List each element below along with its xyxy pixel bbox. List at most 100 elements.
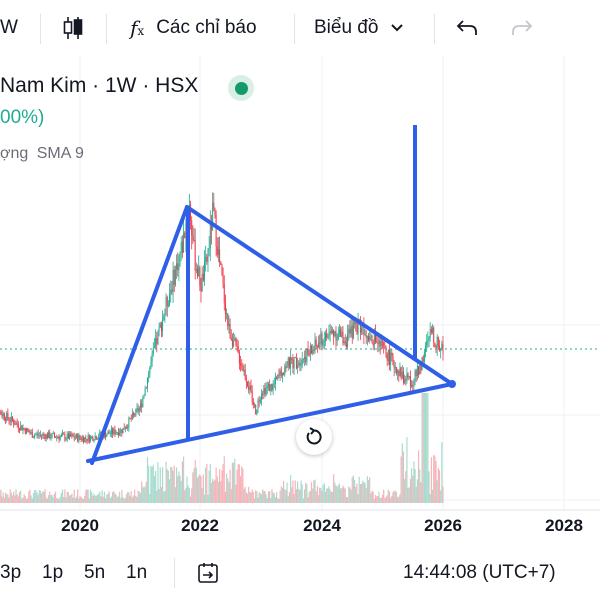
candle-body (394, 367, 396, 369)
candle-body (112, 428, 114, 434)
volume-bar (114, 493, 116, 503)
candle-body (58, 437, 60, 440)
candle-body (198, 267, 200, 277)
volume-bar (392, 492, 394, 503)
candle-body (375, 333, 377, 343)
candle-body (160, 323, 162, 332)
undo-button[interactable] (455, 0, 479, 56)
range-button[interactable]: 5n (84, 552, 105, 594)
candle-body (313, 349, 315, 351)
volume-bar (143, 487, 145, 503)
volume-bar (155, 470, 157, 503)
candle-body (242, 366, 244, 372)
candle-body (12, 416, 14, 421)
trendline-anchor[interactable] (448, 380, 456, 388)
goto-date-button[interactable] (196, 552, 220, 594)
range-button[interactable]: 1n (126, 552, 147, 594)
volume-bar (67, 491, 69, 503)
candle-body (30, 432, 32, 434)
candle-body (309, 346, 311, 355)
indicators-button[interactable]: fx Các chỉ báo (130, 0, 257, 56)
volume-bar (124, 497, 126, 503)
volume-bar (293, 494, 295, 503)
volume-bar (223, 456, 225, 503)
chart-menu-button[interactable]: Biểu đồ (314, 0, 404, 56)
candle-body (133, 413, 135, 415)
x-axis-label: 2026 (424, 516, 462, 535)
volume-bar (312, 488, 314, 503)
interval-label: W (0, 17, 18, 38)
candle-body (432, 327, 434, 333)
market-status-icon[interactable] (228, 75, 254, 101)
candle-body (127, 426, 129, 428)
candle-body (288, 357, 290, 368)
candle-body (237, 346, 239, 353)
volume-bar (192, 472, 194, 503)
volume-bar (113, 491, 115, 503)
range-button[interactable]: 1p (42, 552, 63, 594)
candle-style-button[interactable] (62, 0, 84, 56)
volume-bar (20, 490, 22, 503)
volume-bar (367, 480, 370, 503)
volume-bar (85, 490, 87, 503)
candle-body (307, 348, 309, 354)
volume-bar (4, 492, 7, 503)
volume-bar (413, 461, 415, 503)
candle-body (148, 374, 150, 378)
candle-body (356, 324, 358, 334)
candle-body (115, 432, 117, 435)
volume-bar (51, 494, 53, 503)
clock[interactable]: 14:44:08 (UTC+7) (403, 552, 556, 594)
volume-bar (2, 492, 4, 503)
candle-body (293, 357, 295, 369)
symbol-title: Nam Kim · 1W · HSX (0, 74, 199, 97)
candle-body (365, 334, 367, 338)
volume-bar (292, 480, 294, 503)
candle-body (36, 433, 38, 435)
candle-body (401, 371, 403, 379)
candle-body (423, 352, 425, 362)
range-button[interactable]: 3p (0, 552, 21, 594)
volume-bar (301, 484, 303, 503)
candle-body (143, 395, 145, 398)
interval-button[interactable]: W (0, 0, 18, 56)
candle-body (56, 436, 58, 438)
candle-body (123, 427, 125, 430)
volume-bar (369, 477, 371, 503)
volume-bar (353, 480, 356, 503)
candle-body (428, 337, 430, 339)
volume-bar (236, 469, 238, 503)
volume-bar (89, 489, 92, 503)
candle-body (77, 434, 79, 442)
volume-bar (78, 498, 80, 503)
candle-body (349, 329, 351, 334)
triangle-drawing[interactable] (86, 205, 454, 465)
candle-body (105, 432, 107, 438)
reset-chart-button[interactable] (296, 419, 332, 455)
function-icon: fx (130, 16, 145, 40)
candlestick-icon (63, 17, 83, 39)
candle-body (107, 431, 109, 435)
volume-bar (8, 497, 10, 503)
candle-body (144, 387, 146, 396)
volume-bar (52, 497, 54, 503)
volume-bar (330, 491, 332, 503)
volume-bar (376, 496, 378, 503)
candle-body (48, 432, 50, 439)
volume-bar (164, 491, 166, 503)
volume-bar (165, 461, 167, 503)
candle-body (220, 261, 222, 265)
volume-bar (385, 496, 387, 503)
volume-bar (151, 466, 153, 503)
candle-body (257, 400, 259, 411)
candle-body (79, 435, 81, 439)
volume-bar (201, 488, 203, 503)
candle-body (226, 313, 228, 315)
candle-body (178, 256, 180, 271)
volume-bar (379, 497, 381, 503)
candle-body (6, 412, 8, 421)
volume-bar (256, 491, 258, 503)
indicators-label: Các chỉ báo (156, 17, 257, 38)
redo-button[interactable] (510, 0, 534, 56)
